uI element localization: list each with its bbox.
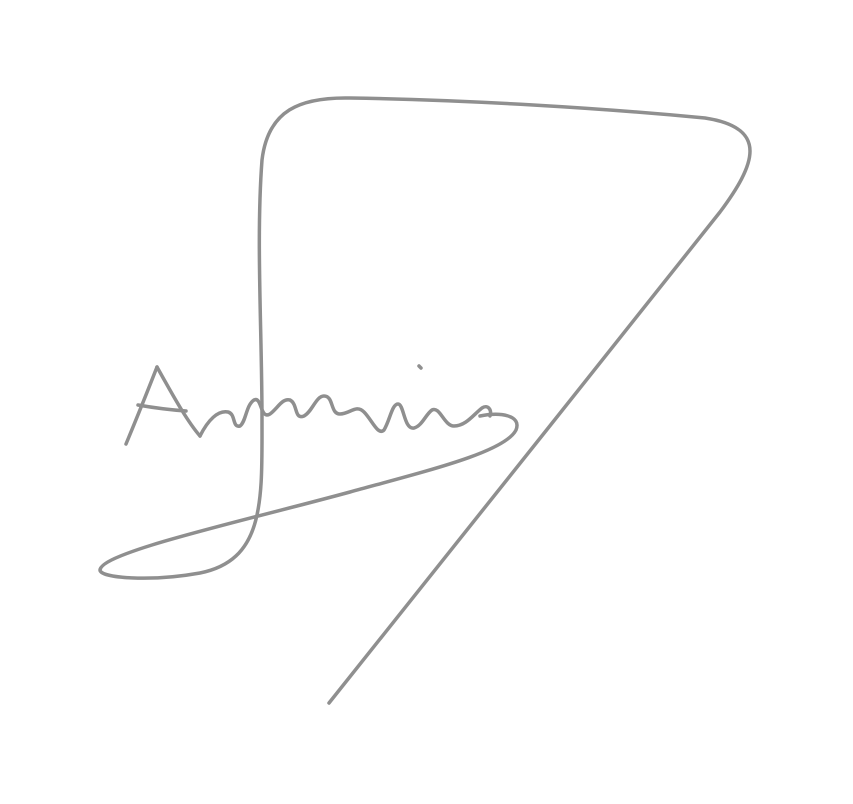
signature-i-dot [417, 364, 423, 370]
signature-letter-a-bar [136, 403, 188, 413]
signature-cursive-word [198, 394, 493, 438]
signature-main-loop [98, 96, 752, 705]
signature-strokes [98, 96, 752, 705]
signature-letter-a-right [155, 365, 202, 438]
